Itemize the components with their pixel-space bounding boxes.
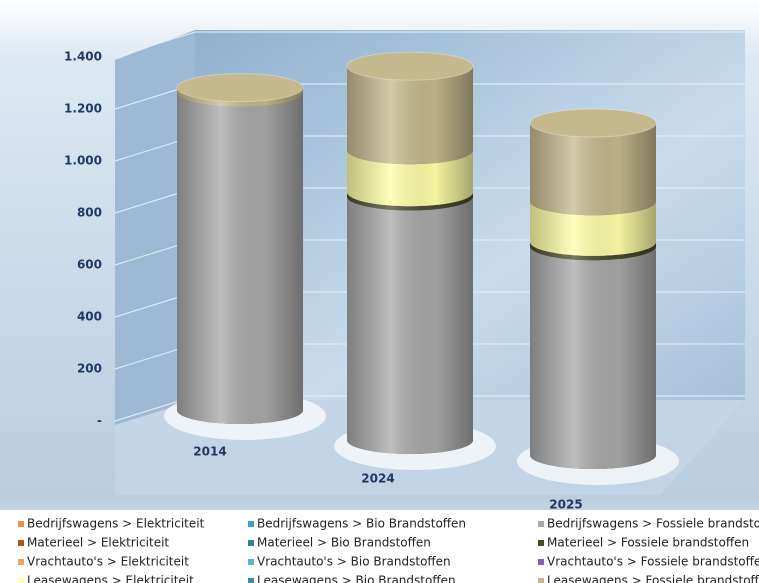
legend-swatch [538,540,544,546]
legend-swatch [248,578,254,583]
y-tick-label: 200 [77,362,102,376]
legend-label: Bedrijfswagens > Bio Brandstoffen [257,517,466,531]
legend-label: Materieel > Fossiele brandstoffen [547,536,749,550]
legend-swatch [18,540,24,546]
legend-swatch [538,521,544,527]
legend-swatch [18,578,24,583]
legend-label: Leasewagens > Bio Brandstoffen [257,574,456,583]
legend-swatch [248,559,254,565]
cylinder-cap [346,51,474,81]
segment-shade [347,196,473,454]
legend-area [0,510,759,583]
y-tick-label: 800 [77,206,102,220]
legend-swatch [248,540,254,546]
grid-line [114,31,745,58]
segment-shade [347,66,473,165]
legend-label: Bedrijfswagens > Fossiele brandstoffen [547,517,759,531]
segment-shade [530,246,656,469]
y-tick-label: 1.000 [64,154,102,168]
cylinder-cap [176,73,304,103]
legend-swatch [538,578,544,583]
y-tick-label: 400 [77,310,102,324]
y-tick-label: 1.400 [64,50,102,64]
y-tick-label: 600 [77,258,102,272]
x-tick-label: 2024 [361,472,394,486]
legend-label: Bedrijfswagens > Elektriciteit [27,517,205,531]
legend-label: Vrachtauto's > Bio Brandstoffen [257,555,451,569]
segment-shade [530,122,656,216]
legend-swatch [18,521,24,527]
legend-label: Vrachtauto's > Fossiele brandstoffen [547,555,759,569]
cylinder-cap [529,108,657,138]
legend-label: Vrachtauto's > Elektriciteit [27,555,189,569]
segment-shade [177,92,303,425]
legend-swatch [18,559,24,565]
legend-label: Leasewagens > Elektriciteit [27,574,194,583]
segment-shade [347,150,473,207]
y-tick-label: 1.200 [64,102,102,116]
legend-label: Materieel > Bio Brandstoffen [257,536,431,550]
x-tick-label: 2014 [193,445,226,459]
legend-label: Leasewagens > Fossiele brandstoffen [547,574,759,583]
y-tick-label: - [97,414,102,428]
legend-label: Materieel > Elektriciteit [27,536,169,550]
legend-swatch [248,521,254,527]
x-tick-label: 2025 [549,498,582,512]
side-wall [115,30,195,425]
segment-shade [530,201,656,256]
legend-swatch [538,559,544,565]
